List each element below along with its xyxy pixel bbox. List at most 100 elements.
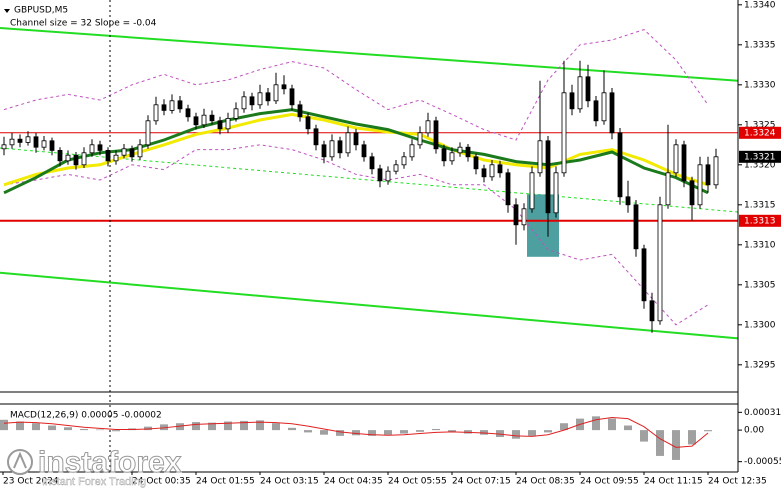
candle-body: [281, 84, 287, 90]
x-tick-label: 24 Oct 09:55: [580, 477, 639, 487]
price-box-label: 1.3321: [744, 152, 776, 162]
x-tick-label: 24 Oct 11:15: [644, 477, 703, 487]
candle-body: [521, 208, 527, 226]
candle-body: [425, 120, 431, 134]
macd-bar: [144, 426, 152, 431]
candle-body: [641, 248, 647, 302]
y-tick-label: 1.3325: [744, 120, 776, 130]
candle-body: [489, 164, 495, 178]
price-box-label: 1.3324: [744, 128, 776, 138]
candle-body: [553, 172, 559, 214]
candle-body: [441, 148, 447, 162]
macd-bar: [272, 423, 280, 431]
macd-bar: [176, 423, 184, 431]
candle-body: [113, 154, 119, 162]
candle-body: [537, 140, 543, 174]
macd-bar: [240, 420, 248, 431]
macd-bar: [96, 429, 104, 431]
macd-bar: [400, 430, 408, 434]
macd-bar: [224, 421, 232, 431]
candle-body: [129, 148, 135, 158]
indicator-line: [3, 144, 709, 326]
candle-body: [209, 114, 215, 122]
candle-body: [177, 100, 183, 110]
x-tick-label: 24 Oct 00:35: [132, 477, 191, 487]
y-tick-label: 0.00031: [744, 408, 781, 418]
candle-body: [345, 132, 351, 154]
macd-bar: [496, 430, 504, 437]
candle-body: [713, 156, 719, 186]
candle-body: [217, 120, 223, 130]
candle-body: [49, 140, 55, 151]
price-box-label: 1.3313: [744, 216, 776, 226]
indicator-line: [3, 108, 709, 195]
macd-bar: [288, 427, 296, 431]
candle-body: [545, 140, 551, 214]
candle-body: [505, 172, 511, 206]
candle-body: [385, 170, 391, 182]
price-box: [739, 150, 781, 163]
candle-body: [9, 138, 15, 146]
candle-body: [297, 104, 303, 118]
macd-bar: [624, 425, 632, 431]
indicator-line: [3, 112, 709, 187]
x-tick-label: 24 Oct 01:55: [196, 477, 255, 487]
candle-body: [569, 92, 575, 110]
candle-body: [329, 140, 335, 158]
logo-icon: [13, 451, 27, 469]
candle-body: [305, 116, 311, 130]
macd-bar: [480, 430, 488, 435]
candle-body: [153, 104, 159, 122]
candle-body: [361, 144, 367, 158]
macd-title: MACD(12,26,9) 0.00005 -0.00002: [10, 411, 162, 421]
macd-bar: [80, 428, 88, 431]
y-tick-label: 0.00: [744, 426, 764, 436]
candle-body: [657, 204, 663, 322]
macd-bar: [528, 430, 536, 436]
candle-body: [17, 138, 23, 143]
macd-bar: [640, 430, 648, 442]
candle-body: [225, 118, 231, 130]
candle-body: [313, 128, 319, 146]
candle-body: [145, 120, 151, 146]
y-tick-label: 1.3315: [744, 200, 776, 210]
candle-body: [705, 164, 711, 186]
candle-body: [529, 172, 535, 210]
y-tick-label: 1.3295: [744, 360, 776, 370]
x-tick-label: 24 Oct 04:35: [324, 477, 383, 487]
candle-body: [161, 104, 167, 111]
candle-body: [409, 144, 415, 158]
candle-body: [417, 132, 423, 146]
macd-bar: [464, 430, 472, 434]
macd-bar: [560, 423, 568, 431]
macd-bar: [416, 430, 424, 432]
indicator-line: [3, 29, 709, 141]
candle-body: [665, 172, 671, 206]
candle-body: [433, 120, 439, 150]
x-tick-label: 24 Oct 07:15: [452, 477, 511, 487]
macd-bar: [688, 430, 696, 445]
x-tick-label: 23 Oct 2024: [3, 477, 59, 487]
y-tick-label: 1.3330: [744, 80, 776, 90]
macd-bar: [656, 430, 664, 456]
macd-bar: [352, 430, 360, 436]
y-tick-label: 1.3340: [744, 0, 776, 10]
macd-bar: [384, 430, 392, 435]
candle-body: [169, 100, 175, 111]
candle-body: [321, 144, 327, 158]
watermark-name: instaforex: [38, 446, 182, 479]
candle-body: [273, 84, 279, 102]
candle-body: [593, 100, 599, 122]
candle-body: [697, 164, 703, 206]
candle-body: [193, 116, 199, 126]
candle-body: [289, 88, 295, 106]
macd-bar: [112, 430, 120, 432]
candle-body: [137, 144, 143, 158]
candle-body: [81, 152, 87, 166]
candle-body: [497, 164, 503, 174]
menu-icon: [4, 9, 10, 13]
candle-body: [513, 204, 519, 226]
macd-bar: [16, 421, 24, 431]
